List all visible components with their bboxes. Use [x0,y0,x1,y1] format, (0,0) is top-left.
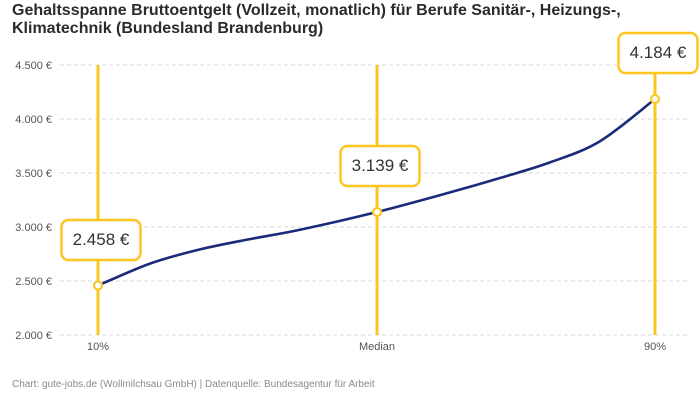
svg-text:Median: Median [359,341,395,353]
svg-text:2.500 €: 2.500 € [15,276,52,288]
svg-text:4.500 €: 4.500 € [15,60,52,72]
svg-text:90%: 90% [644,341,666,353]
svg-text:3.000 €: 3.000 € [15,222,52,234]
svg-text:10%: 10% [87,341,109,353]
svg-text:4.000 €: 4.000 € [15,114,52,126]
svg-text:4.184 €: 4.184 € [630,43,687,62]
svg-text:2.458 €: 2.458 € [73,230,130,249]
svg-text:3.500 €: 3.500 € [15,168,52,180]
svg-text:2.000 €: 2.000 € [15,330,52,342]
svg-text:3.139 €: 3.139 € [352,156,409,175]
